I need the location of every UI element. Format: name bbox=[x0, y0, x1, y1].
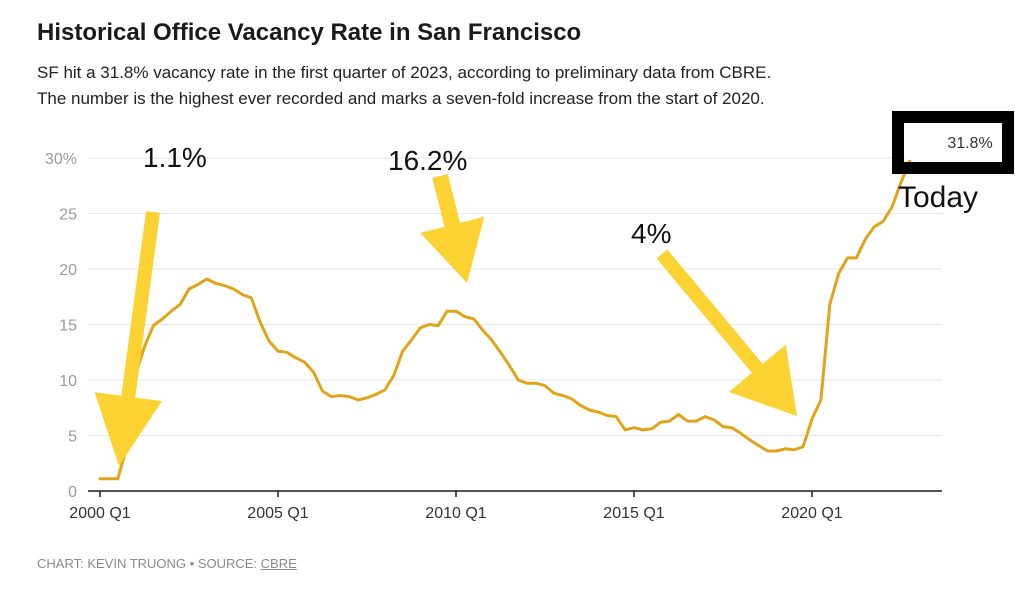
subtitle-line-2: The number is the highest ever recorded … bbox=[37, 89, 765, 108]
annotation-4-percent: 4% bbox=[631, 218, 671, 249]
chart-subtitle: SF hit a 31.8% vacancy rate in the first… bbox=[37, 60, 1012, 112]
arrow-to-2010-peak bbox=[420, 174, 485, 283]
subtitle-line-1: SF hit a 31.8% vacancy rate in the first… bbox=[37, 63, 772, 82]
x-tick-label: 2005 Q1 bbox=[247, 505, 308, 522]
arrow-to-2000-low bbox=[94, 211, 162, 466]
y-axis-ticks: 0 5 10 15 20 25 30% bbox=[45, 151, 77, 501]
x-tick-label: 2020 Q1 bbox=[781, 505, 842, 522]
chart-credit-footer: CHART: KEVIN TRUONG • SOURCE: CBRE bbox=[37, 556, 297, 571]
x-tick-label: 2000 Q1 bbox=[69, 505, 130, 522]
x-tick-label: 2010 Q1 bbox=[425, 505, 486, 522]
x-tick-label: 2015 Q1 bbox=[603, 505, 664, 522]
end-value-callout-frame bbox=[892, 111, 1014, 174]
chart-title: Historical Office Vacancy Rate in San Fr… bbox=[37, 19, 582, 46]
end-value-callout-fill bbox=[906, 125, 1000, 160]
annotation-labels: 1.1% 16.2% 4% Today bbox=[143, 142, 978, 249]
y-tick-label: 25 bbox=[59, 207, 77, 224]
gridlines bbox=[88, 157, 942, 436]
y-tick-label: 20 bbox=[59, 262, 77, 279]
end-value-label: 31.8% bbox=[947, 135, 992, 152]
series-line-vacancy-rate bbox=[98, 136, 921, 481]
annotation-1-1-percent: 1.1% bbox=[143, 142, 207, 173]
arrow-to-2020-low bbox=[656, 249, 797, 416]
y-tick-label: 10 bbox=[59, 373, 77, 390]
x-axis-ticks: 2000 Q1 2005 Q1 2010 Q1 2015 Q1 2020 Q1 bbox=[69, 491, 843, 522]
annotation-16-2-percent: 16.2% bbox=[388, 145, 467, 176]
end-value-callout: 31.8% bbox=[892, 111, 1014, 174]
y-tick-label: 15 bbox=[59, 318, 77, 335]
y-tick-label: 0 bbox=[68, 484, 77, 501]
annotation-today: Today bbox=[898, 181, 978, 214]
source-link-cbre[interactable]: CBRE bbox=[260, 556, 297, 571]
annotation-arrows bbox=[94, 174, 797, 466]
y-tick-label: 5 bbox=[68, 429, 77, 446]
credit-text: CHART: KEVIN TRUONG • SOURCE: bbox=[37, 556, 261, 571]
y-tick-label: 30% bbox=[45, 151, 77, 168]
